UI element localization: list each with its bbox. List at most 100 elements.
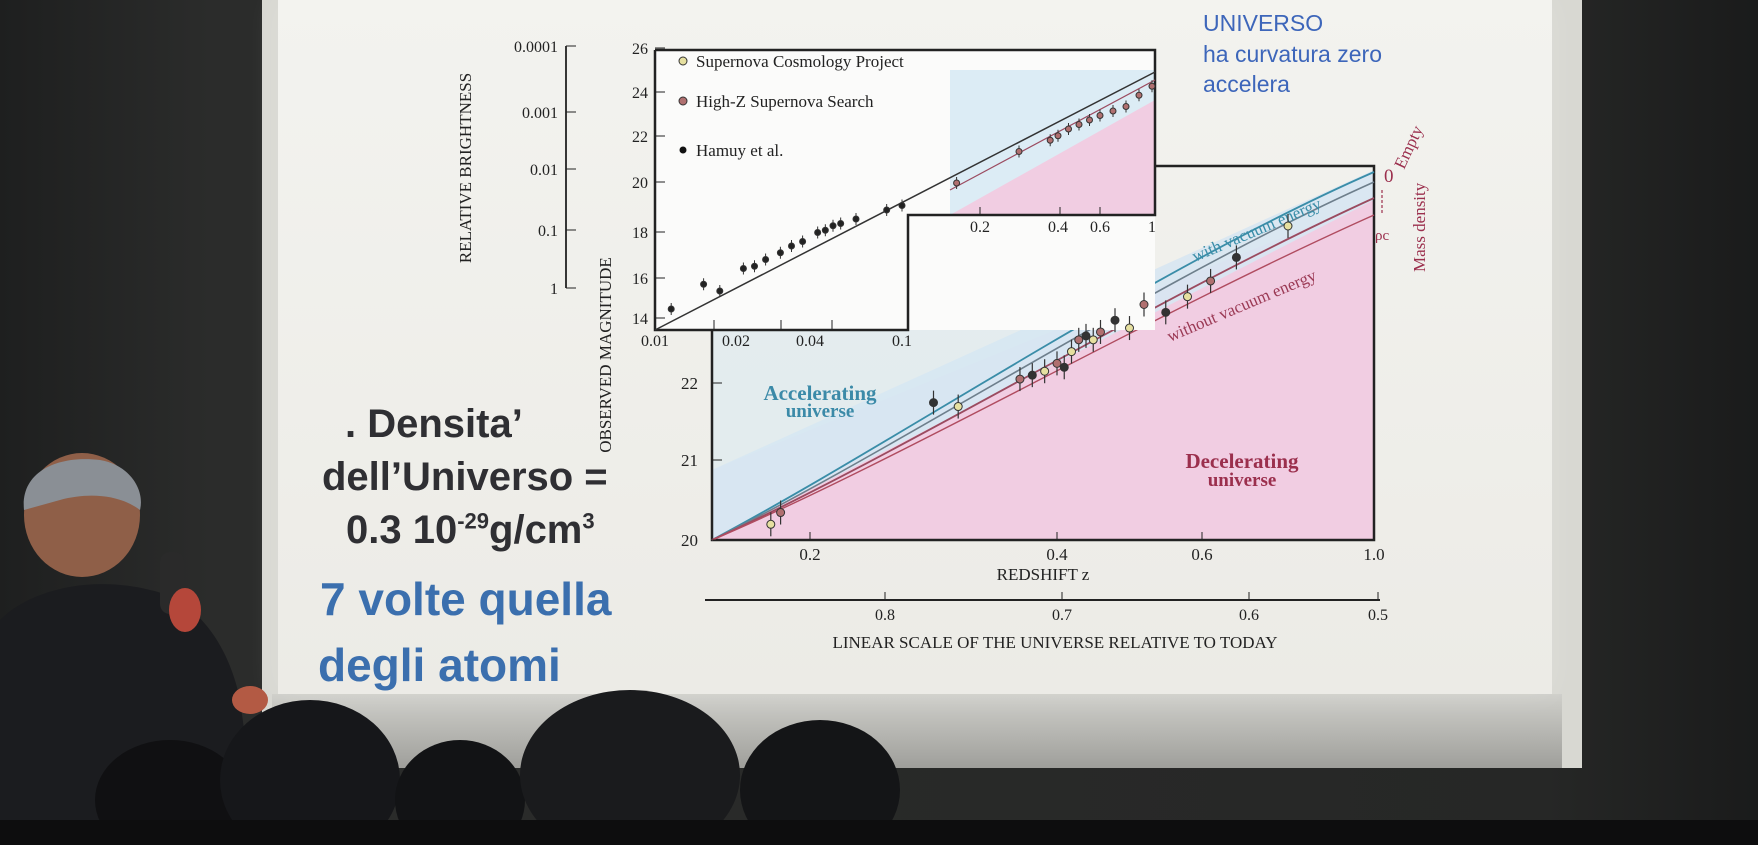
brightness-axis-title: RELATIVE BRIGHTNESS — [456, 73, 475, 263]
inset-y-tick-label: 14 — [632, 311, 648, 328]
decelerating-label-2: universe — [1208, 470, 1277, 491]
note-accelerates: accelera — [1203, 71, 1290, 97]
inset-data-point — [829, 222, 837, 230]
density-unit: g/cm — [489, 508, 583, 552]
inset-data-point — [799, 238, 807, 245]
main-y-tick-label: 20 — [681, 531, 698, 550]
inset-data-point — [788, 242, 795, 250]
data-point — [929, 398, 938, 408]
atoms-comparison-line2: degli atomi — [318, 639, 561, 691]
main-y-tick-label: 22 — [681, 374, 698, 393]
brightness-axis: 0.0001 0.001 0.01 0.1 1 RELATIVE BRIGHTN… — [456, 39, 576, 298]
label-mass-density: Mass density — [1410, 182, 1429, 272]
inset-data-point — [667, 305, 675, 313]
brightness-tick-label: 0.001 — [522, 105, 558, 122]
inset-y-tick-label: 16 — [632, 271, 648, 288]
accelerating-region — [712, 170, 1374, 540]
data-point — [1081, 331, 1091, 341]
density-exponent: -29 — [457, 508, 490, 534]
label-zero: 0 — [1384, 166, 1394, 187]
inset-data-point — [814, 229, 822, 236]
data-point — [1206, 276, 1216, 286]
main-x-tick-label: 0.4 — [1046, 545, 1068, 564]
inset-data-point — [762, 256, 770, 263]
audience-head — [740, 720, 900, 845]
legend-marker-scp — [678, 56, 688, 66]
inset-x-tick-label: 0.01 — [641, 333, 669, 350]
y-axis-title: OBSERVED MAGNITUDE — [596, 257, 615, 453]
data-point — [1088, 335, 1098, 345]
inset-data-point — [751, 262, 758, 270]
atoms-comparison-line1: 7 volte quella — [320, 573, 612, 625]
main-x-tick-label: 0.2 — [799, 545, 820, 564]
inset-data-point — [1075, 121, 1083, 128]
inset-data-point — [1065, 125, 1072, 133]
data-point — [1059, 362, 1069, 372]
main-x-tick-label: 0.6 — [1191, 545, 1212, 564]
density-unit-exponent: 3 — [582, 508, 595, 534]
presenter-hair — [23, 459, 141, 510]
legend-marker-highz — [678, 96, 688, 106]
inset-x-tick-label: 0.04 — [796, 333, 824, 350]
inset-data-point — [837, 220, 845, 227]
inset-data-point — [1054, 132, 1062, 140]
brightness-tick-label: 0.01 — [530, 162, 558, 179]
audience-head — [95, 740, 245, 845]
inset-y-tick-label: 24 — [632, 85, 648, 102]
main-data-points — [766, 214, 1293, 537]
data-point — [1074, 335, 1084, 345]
inset-y-tick-label: 18 — [632, 225, 648, 242]
data-point — [1283, 221, 1293, 231]
inset-y-tick-label: 20 — [632, 175, 648, 192]
x-axis-title: REDSHIFT z — [997, 565, 1090, 584]
inset-x-tick-label: 0.1 — [892, 333, 912, 350]
decelerating-label: Decelerating — [1185, 449, 1299, 473]
inset-y-tick-label: 26 — [632, 41, 648, 58]
main-y-tick-label: 21 — [681, 451, 698, 470]
legend: Supernova Cosmology Project High-Z Super… — [678, 52, 904, 160]
inset-data-point — [1122, 103, 1130, 110]
data-point — [1015, 374, 1025, 384]
inset-x-axis: 0.01 0.02 0.04 0.1 0.2 0.4 0.6 1 — [641, 207, 1156, 350]
curve-critical-density — [711, 214, 1375, 541]
inset-data-point — [1086, 116, 1093, 124]
inset-x-tick-label: 0.6 — [1090, 219, 1110, 236]
data-point — [766, 519, 776, 529]
data-point — [1231, 252, 1241, 262]
inset-data-point — [1015, 148, 1023, 155]
inset-data-point — [700, 280, 708, 288]
inset-data-point — [1148, 82, 1156, 90]
scale-tick-label: 0.6 — [1239, 607, 1259, 624]
main-x-tick-label: 1.0 — [1363, 545, 1384, 564]
legend-entry: High-Z Supernova Search — [696, 92, 874, 111]
inset-data-points — [667, 80, 1156, 315]
audience-row — [0, 820, 1758, 845]
scale-tick-label: 0.7 — [1052, 607, 1072, 624]
inset-x-tick-label: 1 — [1148, 219, 1156, 236]
data-point — [1125, 323, 1134, 333]
data-point — [953, 402, 963, 412]
presenter-hand-2 — [232, 686, 268, 714]
brightness-tick-label: 0.0001 — [514, 39, 558, 56]
data-point — [1110, 315, 1120, 325]
density-heading: . Densita’ — [345, 402, 523, 446]
inset-data-point — [1109, 107, 1117, 115]
inset-y-tick-label: 22 — [632, 129, 648, 146]
legend-marker-hamuy — [679, 146, 687, 154]
inset-fit-line — [654, 71, 1156, 331]
data-point — [776, 508, 786, 518]
inset-data-point — [1135, 91, 1143, 99]
inset-y-axis: 14 16 18 20 22 24 26 — [632, 41, 665, 328]
curve-with-vacuum-energy — [711, 171, 1375, 541]
inset-data-point — [1046, 136, 1054, 144]
inset-data-point — [1096, 112, 1104, 119]
curve-empty — [711, 181, 1375, 541]
data-point — [1139, 300, 1149, 309]
inset-data-point — [852, 215, 860, 223]
audience-head — [395, 740, 525, 845]
scale-tick-label: 0.5 — [1368, 607, 1388, 624]
accelerating-label: Accelerating — [763, 381, 877, 405]
legend-entry: Supernova Cosmology Project — [696, 52, 904, 71]
